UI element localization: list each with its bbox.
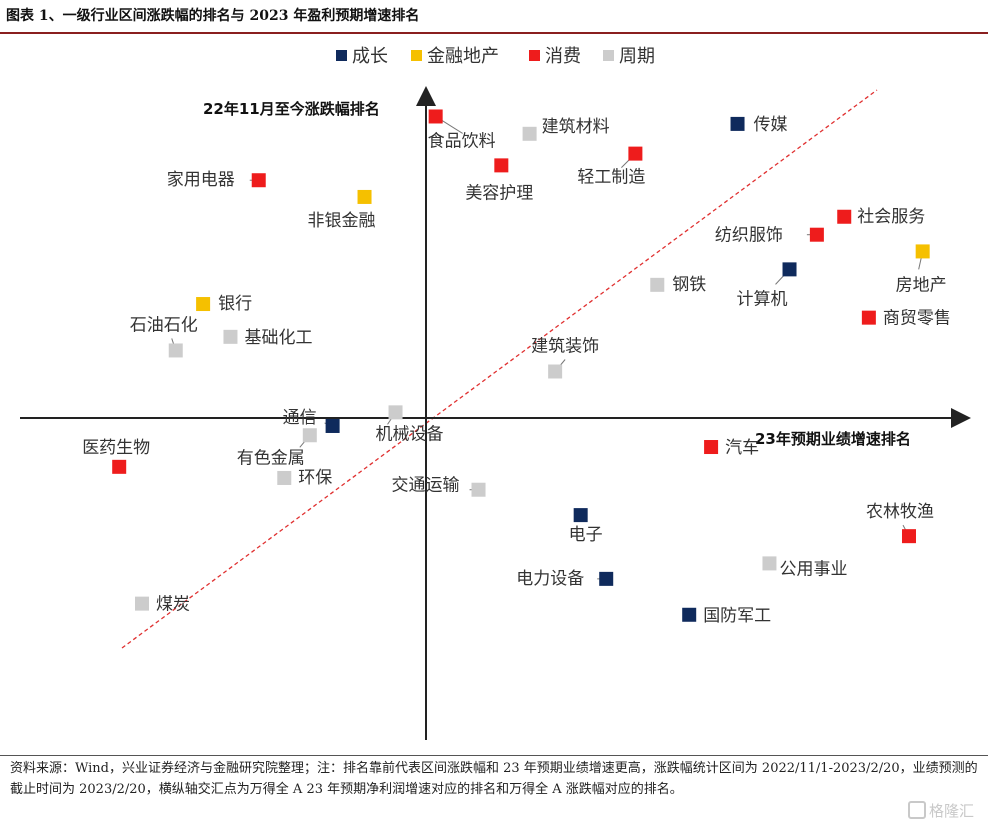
point-label-18: 机械设备 bbox=[376, 424, 444, 444]
note-rule bbox=[0, 755, 988, 756]
point-label-20: 有色金属 bbox=[237, 448, 305, 468]
point-17 bbox=[548, 364, 563, 379]
x-axis-title: 23年预期业绩增速排名 bbox=[755, 430, 911, 448]
point-8 bbox=[837, 209, 852, 224]
point-16 bbox=[168, 343, 183, 358]
point-20 bbox=[302, 428, 317, 443]
point-label-29: 国防军工 bbox=[703, 606, 771, 626]
point-label-1: 食品饮料 bbox=[428, 131, 496, 151]
legend-label-1: 成长 bbox=[352, 46, 388, 67]
point-label-21: 汽车 bbox=[725, 438, 759, 458]
point-label-11: 计算机 bbox=[737, 289, 788, 309]
point-label-5: 美容护理 bbox=[465, 183, 533, 203]
title-rule bbox=[0, 32, 988, 34]
point-label-4: 轻工制造 bbox=[577, 168, 645, 188]
point-5 bbox=[494, 158, 509, 173]
point-label-19: 通信 bbox=[283, 408, 317, 428]
point-27 bbox=[762, 556, 777, 571]
legend-swatch-3 bbox=[529, 50, 540, 61]
point-6 bbox=[251, 173, 266, 188]
point-21 bbox=[704, 440, 719, 455]
point-label-16: 石油石化 bbox=[130, 315, 198, 335]
point-28 bbox=[599, 571, 614, 586]
legend-label-3: 消费 bbox=[545, 46, 581, 67]
point-13 bbox=[196, 297, 211, 312]
point-12 bbox=[650, 277, 665, 292]
point-29 bbox=[682, 607, 697, 622]
figure-title: 图表 1、一级行业区间涨跌幅的排名与 2023 年盈利预期增速排名 bbox=[6, 8, 420, 24]
legend-swatch-1 bbox=[336, 50, 347, 61]
watermark-logo-icon bbox=[907, 801, 926, 819]
point-23 bbox=[277, 470, 292, 485]
point-30 bbox=[135, 596, 149, 611]
point-2 bbox=[522, 126, 537, 141]
point-label-23: 环保 bbox=[298, 468, 332, 488]
point-11 bbox=[782, 262, 797, 277]
point-label-8: 社会服务 bbox=[857, 207, 925, 227]
point-label-17: 建筑装饰 bbox=[531, 337, 599, 357]
point-label-13: 银行 bbox=[218, 294, 252, 314]
point-label-15: 基础化工 bbox=[244, 328, 312, 348]
point-label-30: 煤炭 bbox=[156, 595, 190, 615]
point-10 bbox=[915, 244, 930, 259]
watermark: 格隆汇 bbox=[907, 800, 974, 821]
legend-label-2: 金融地产 bbox=[427, 46, 499, 67]
point-25 bbox=[573, 508, 588, 523]
point-label-2: 建筑材料 bbox=[542, 117, 610, 137]
point-24 bbox=[471, 482, 486, 497]
point-19 bbox=[325, 418, 340, 433]
point-label-24: 交通运输 bbox=[392, 476, 460, 496]
diagonal-reference-line bbox=[121, 89, 878, 649]
point-7 bbox=[357, 189, 372, 204]
point-label-27: 公用事业 bbox=[779, 559, 847, 579]
point-26 bbox=[901, 529, 916, 544]
watermark-text: 格隆汇 bbox=[928, 802, 974, 820]
point-label-7: 非银金融 bbox=[308, 211, 376, 231]
point-1 bbox=[428, 109, 443, 124]
point-22 bbox=[112, 459, 127, 474]
legend-label-4: 周期 bbox=[619, 46, 655, 67]
point-label-22: 医药生物 bbox=[82, 438, 150, 458]
point-label-10: 房地产 bbox=[896, 275, 947, 295]
point-label-28: 电力设备 bbox=[516, 569, 584, 589]
point-3 bbox=[730, 116, 745, 131]
point-label-3: 传媒 bbox=[754, 115, 788, 135]
source-note: 资料来源：Wind，兴业证券经济与金融研究院整理；注：排名靠前代表区间涨跌幅和 … bbox=[10, 761, 978, 797]
y-axis-title: 22年11月至今涨跌幅排名 bbox=[203, 100, 380, 118]
point-15 bbox=[223, 329, 238, 344]
point-label-9: 纺织服饰 bbox=[715, 226, 783, 246]
point-label-12: 钢铁 bbox=[672, 275, 706, 295]
point-label-25: 电子 bbox=[569, 525, 603, 545]
legend-swatch-2 bbox=[411, 50, 422, 61]
point-9 bbox=[809, 227, 824, 242]
point-14 bbox=[861, 310, 876, 325]
point-label-6: 家用电器 bbox=[167, 170, 235, 190]
point-18 bbox=[388, 405, 403, 420]
point-4 bbox=[628, 146, 643, 161]
legend-swatch-4 bbox=[603, 50, 614, 61]
point-label-26: 农林牧渔 bbox=[866, 502, 934, 522]
point-label-14: 商贸零售 bbox=[883, 309, 951, 329]
